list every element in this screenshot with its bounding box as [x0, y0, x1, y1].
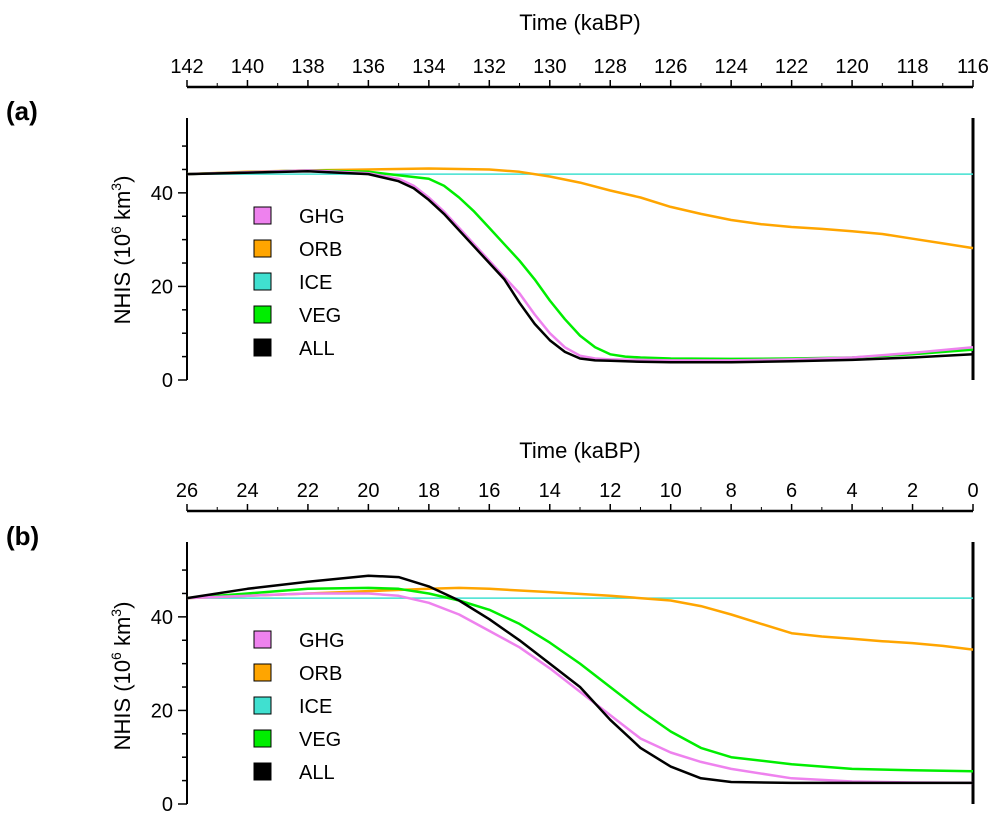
panel-b-ytick-label: 40	[151, 607, 173, 629]
panel-b-legend-label-all: ALL	[299, 762, 335, 784]
panel-b-xtick-label: 14	[539, 480, 561, 502]
panel-a-legend-swatch-orb	[253, 239, 272, 258]
panel-a-series-veg	[186, 169, 974, 361]
panel-b-label: (b)	[6, 521, 39, 551]
panel-b-xtick-label: 0	[967, 480, 978, 502]
panel-b-legend-label-orb: ORB	[299, 663, 342, 685]
panel-b-xtick-label: 4	[847, 480, 858, 502]
panel-a-xlabel: Time (kaBP)	[519, 10, 640, 35]
panel-a-xtick-label: 126	[654, 56, 687, 78]
panel-a-xtick-label: 128	[594, 56, 627, 78]
panel-b-xtick-label: 12	[599, 480, 621, 502]
panel-b-xtick-label: 16	[478, 480, 500, 502]
panel-b-series-all	[186, 574, 973, 785]
panel-b-xtick-label: 2	[907, 480, 918, 502]
panel-b: Time (kaBP) (b) NHIS (106 km3) 26 24 22 20 1…	[6, 438, 979, 814]
panel-b-legend: GHG ORB ICE VEG ALL	[253, 630, 345, 784]
panel-a-xtick-label: 130	[533, 56, 566, 78]
panel-b-legend-swatch-all	[253, 762, 272, 781]
panel-a-legend-label-ghg: GHG	[299, 206, 345, 228]
panel-a-xtick-label: 134	[412, 56, 445, 78]
panel-a-ytick-label: 0	[162, 370, 173, 392]
panel-a-xtick-label: 142	[170, 56, 203, 78]
panel-b-legend-label-veg: VEG	[299, 729, 341, 751]
panel-b-ytick-label: 20	[151, 700, 173, 722]
panel-b-legend-label-ice: ICE	[299, 696, 332, 718]
panel-b-series-ghg	[186, 592, 974, 785]
panel-a-xtick-label: 140	[231, 56, 264, 78]
panel-b-series-veg	[186, 586, 974, 773]
panel-a-series-all	[186, 170, 974, 364]
panel-a-series-ghg	[186, 169, 974, 362]
panel-b-xlabel: Time (kaBP)	[519, 438, 640, 463]
panel-a-legend-swatch-ice	[253, 272, 272, 291]
panel-a-ytick-label: 40	[151, 183, 173, 205]
panel-a-legend-label-ice: ICE	[299, 272, 332, 294]
panel-a-top-ticks: 142 140 138 136 134 132 130 128 126 124 122 120 118 1…	[170, 56, 989, 89]
panel-b-legend-label-ghg: GHG	[299, 630, 345, 652]
panel-b-xtick-label: 22	[297, 480, 319, 502]
panel-b-legend-swatch-ice	[253, 696, 272, 715]
panel-a-xtick-label: 122	[775, 56, 808, 78]
panel-b-xtick-label: 26	[176, 480, 198, 502]
panel-a-series-orb	[186, 167, 974, 250]
panel-a-legend-swatch-all	[253, 338, 272, 357]
panel-b-xtick-label: 6	[786, 480, 797, 502]
panel-b-legend-swatch-ghg	[253, 630, 272, 649]
panel-b-y-ticks: 0 20 40	[151, 542, 975, 814]
panel-b-xtick-label: 24	[236, 480, 258, 502]
panel-b-xtick-label: 10	[660, 480, 682, 502]
panel-b-legend-swatch-veg	[253, 729, 272, 748]
panel-a-label: (a)	[6, 96, 38, 126]
panel-a: Time (kaBP) (a) NHIS (106 km3) 142 140 138…	[6, 10, 989, 392]
panel-a-xtick-label: 120	[835, 56, 868, 78]
panel-a-legend-label-orb: ORB	[299, 239, 342, 261]
panel-a-legend-label-all: ALL	[299, 338, 335, 360]
panel-b-legend-swatch-orb	[253, 663, 272, 682]
panel-b-ylabel: NHIS (106 km3)	[108, 602, 135, 751]
panel-a-xtick-label: 124	[714, 56, 747, 78]
panel-b-top-ticks: 26 24 22 20 18 16 14 12 10 8 6 4 2 0	[176, 480, 979, 513]
panel-b-series-orb	[186, 586, 974, 651]
panel-a-legend-label-veg: VEG	[299, 305, 341, 327]
panel-a-legend-swatch-veg	[253, 305, 272, 324]
panel-a-xtick-label: 116	[957, 56, 989, 78]
panel-b-xtick-label: 20	[357, 480, 379, 502]
panel-a-series	[186, 167, 974, 364]
panel-b-xtick-label: 8	[726, 480, 737, 502]
panel-b-series	[186, 574, 974, 785]
panel-a-xtick-label: 138	[291, 56, 324, 78]
panel-a-xtick-label: 136	[352, 56, 385, 78]
panel-a-xtick-label: 132	[473, 56, 506, 78]
panel-a-xtick-label: 118	[897, 56, 929, 78]
panel-b-xtick-label: 18	[418, 480, 440, 502]
panel-a-ylabel: NHIS (106 km3)	[108, 176, 135, 325]
panel-a-legend-swatch-ghg	[253, 206, 272, 225]
panel-a-ytick-label: 20	[151, 276, 173, 298]
panel-a-y-ticks: 0 20 40	[151, 118, 975, 392]
panel-b-ytick-label: 0	[162, 794, 173, 814]
panel-a-legend: GHG ORB ICE VEG ALL	[253, 206, 345, 360]
